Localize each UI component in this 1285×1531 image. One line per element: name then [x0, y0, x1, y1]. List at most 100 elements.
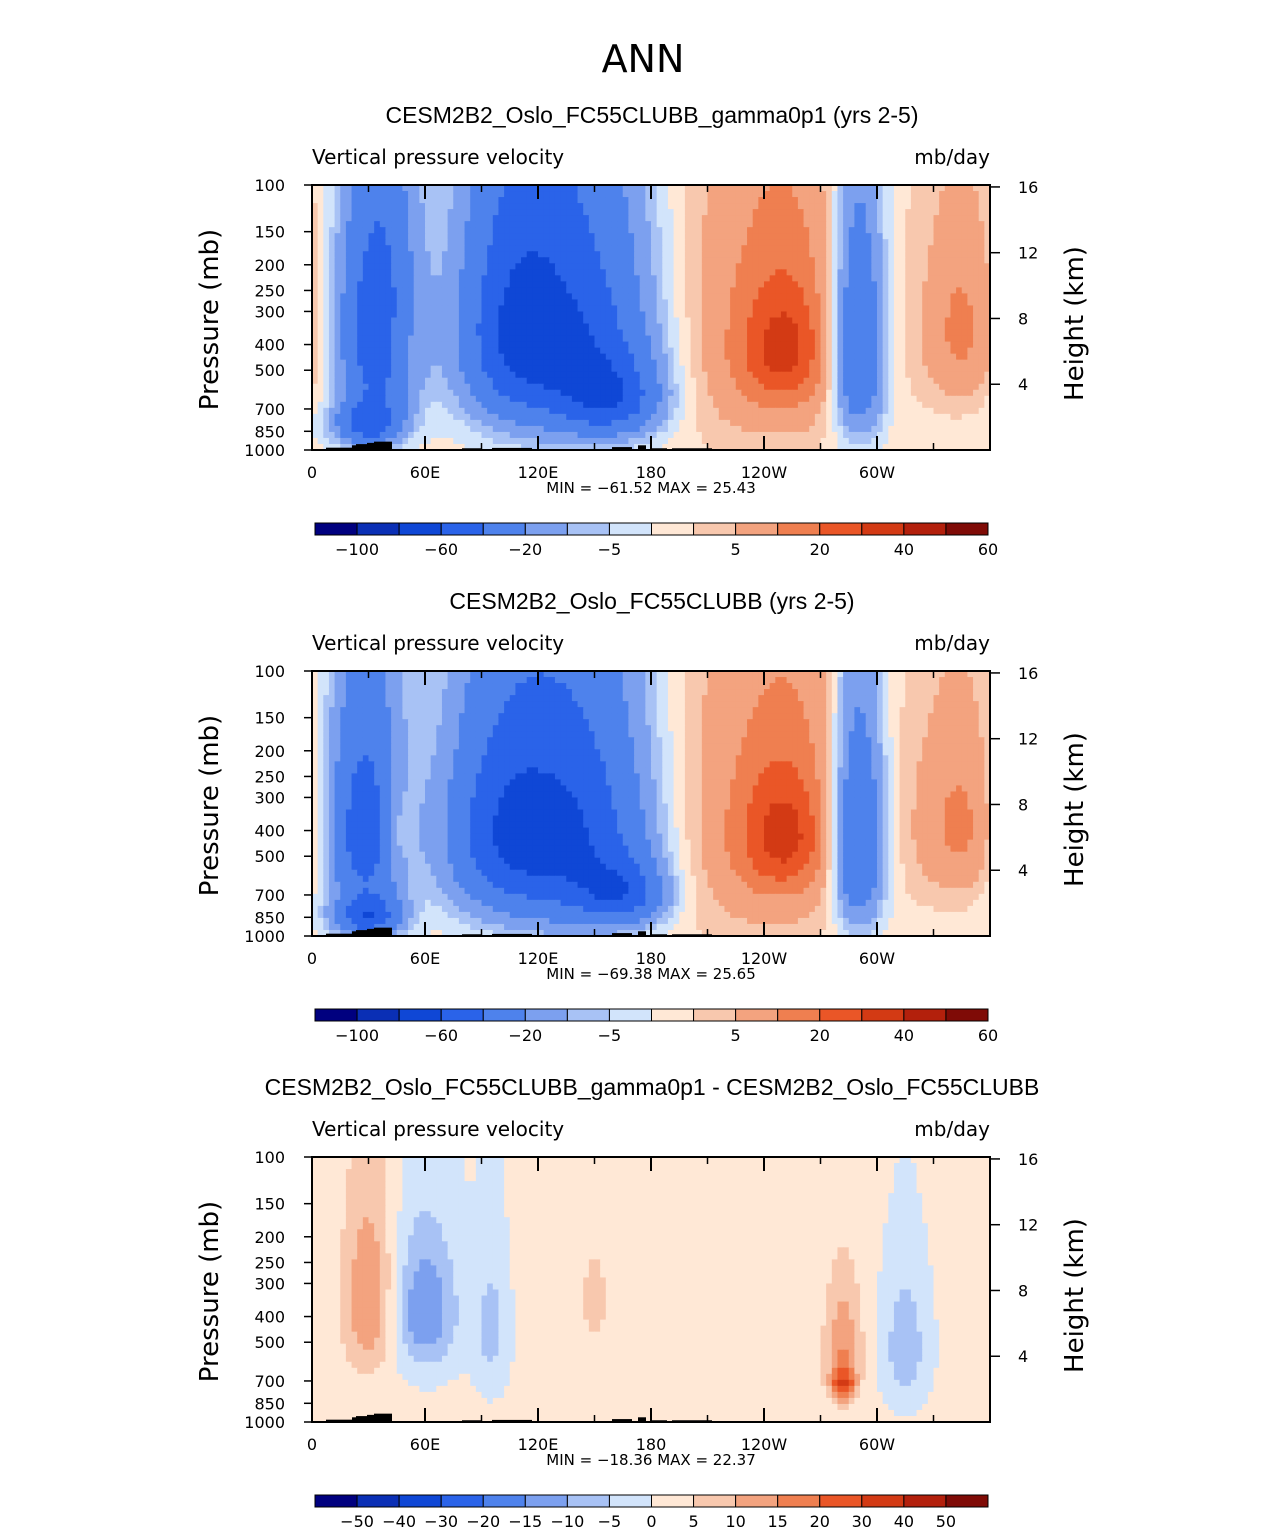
field-cell	[662, 353, 669, 361]
field-cell	[554, 335, 562, 343]
field-cell	[882, 245, 889, 252]
field-cell	[741, 239, 748, 246]
field-cell	[317, 341, 324, 349]
field-cell	[899, 383, 906, 391]
field-cell	[543, 323, 550, 331]
field-cell	[916, 245, 923, 252]
field-cell	[950, 305, 957, 313]
field-cell	[792, 377, 799, 385]
field-cell	[690, 185, 697, 192]
field-cell	[797, 395, 805, 403]
field-cell	[509, 365, 516, 373]
field-cell	[820, 191, 827, 198]
field-cell	[475, 395, 483, 403]
field-cell	[605, 197, 613, 204]
field-cell	[651, 263, 658, 270]
field-cell	[803, 239, 810, 246]
field-cell	[944, 197, 952, 204]
field-cell	[441, 251, 449, 258]
field-cell	[741, 407, 748, 415]
field-cell	[944, 347, 952, 355]
field-cell	[617, 263, 624, 270]
field-cell	[526, 299, 533, 307]
field-cell	[690, 347, 697, 355]
field-cell	[368, 263, 375, 270]
field-cell	[978, 365, 985, 373]
field-cell	[645, 233, 652, 240]
field-cell	[758, 389, 765, 397]
field-cell	[323, 305, 330, 313]
field-cell	[498, 239, 505, 246]
field-cell	[639, 383, 646, 391]
field-cell	[667, 425, 675, 433]
field-cell	[487, 311, 494, 319]
field-cell	[413, 359, 420, 367]
field-cell	[718, 311, 726, 319]
field-cell	[611, 263, 618, 270]
field-cell	[605, 245, 613, 252]
field-cell	[504, 233, 511, 240]
field-cell	[504, 401, 511, 409]
field-cell	[549, 215, 556, 222]
field-cell	[374, 293, 381, 301]
field-cell	[701, 359, 709, 367]
field-cell	[865, 413, 872, 421]
field-cell	[357, 383, 364, 391]
field-cell	[679, 383, 686, 391]
field-cell	[662, 197, 669, 204]
field-cell	[713, 407, 720, 415]
field-cell	[611, 329, 618, 337]
field-cell	[622, 383, 629, 391]
field-cell	[684, 251, 692, 258]
field-cell	[696, 269, 703, 276]
field-cell	[854, 323, 861, 331]
field-cell	[515, 365, 522, 373]
field-cell	[532, 185, 539, 192]
field-cell	[487, 287, 494, 295]
field-cell	[651, 323, 658, 331]
field-cell	[950, 413, 957, 421]
field-cell	[538, 287, 545, 295]
field-cell	[696, 413, 703, 421]
field-cell	[487, 347, 494, 355]
field-cell	[526, 191, 533, 198]
field-cell	[950, 407, 957, 415]
field-cell	[605, 431, 613, 439]
field-cell	[882, 329, 889, 337]
field-cell	[481, 413, 488, 421]
field-cell	[956, 407, 963, 415]
field-cell	[927, 203, 935, 210]
field-cell	[882, 197, 889, 204]
field-cell	[656, 431, 663, 439]
field-cell	[741, 281, 748, 288]
field-cell	[741, 275, 748, 282]
field-cell	[651, 305, 658, 313]
field-cell	[679, 209, 686, 216]
field-cell	[436, 383, 443, 391]
field-cell	[690, 413, 697, 421]
field-cell	[357, 197, 364, 204]
field-cell	[594, 395, 601, 403]
field-cell	[877, 239, 884, 246]
field-cell	[600, 377, 607, 385]
field-cell	[956, 191, 963, 198]
field-cell	[509, 389, 516, 397]
field-cell	[797, 263, 805, 270]
field-cell	[978, 203, 985, 210]
field-cell	[707, 275, 714, 282]
field-cell	[797, 425, 805, 433]
field-cell	[837, 305, 844, 313]
field-cell	[741, 305, 748, 313]
field-cell	[882, 299, 889, 307]
field-cell	[831, 221, 839, 228]
field-cell	[408, 251, 415, 258]
field-cell	[560, 197, 567, 204]
field-cell	[481, 215, 488, 222]
field-cell	[425, 257, 432, 264]
field-cell	[430, 311, 437, 319]
field-cell	[690, 197, 697, 204]
field-cell	[910, 209, 918, 216]
field-cell	[532, 311, 539, 319]
field-cell	[820, 233, 827, 240]
field-cell	[549, 329, 556, 337]
